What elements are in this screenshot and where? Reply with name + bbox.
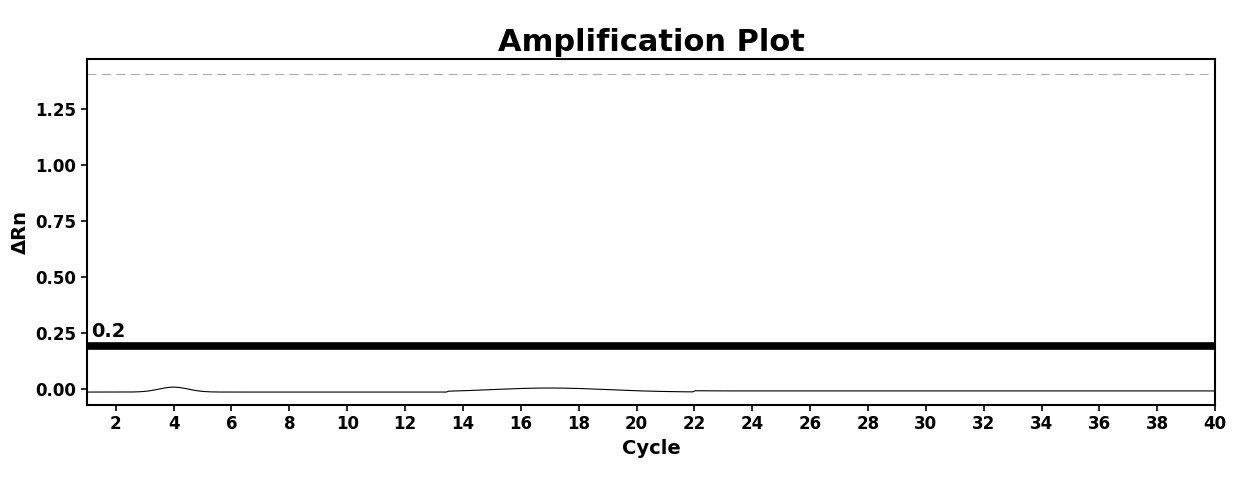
Title: Amplification Plot: Amplification Plot	[497, 28, 805, 57]
X-axis label: Cycle: Cycle	[621, 439, 681, 458]
Y-axis label: ΔRn: ΔRn	[11, 210, 30, 254]
Text: 0.2: 0.2	[92, 322, 125, 341]
